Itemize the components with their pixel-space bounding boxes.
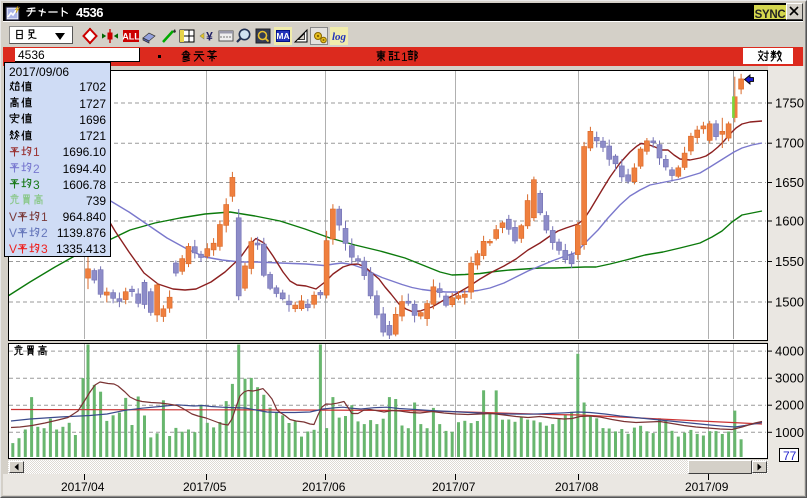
svg-text:1600: 1600 xyxy=(775,214,804,229)
svg-text:4000: 4000 xyxy=(775,344,804,359)
svg-text:1700: 1700 xyxy=(775,136,804,151)
svg-text:3000: 3000 xyxy=(775,371,804,386)
svg-text:log: log xyxy=(332,31,347,43)
svg-text:1550: 1550 xyxy=(775,254,804,269)
svg-text:1750: 1750 xyxy=(775,96,804,111)
svg-text:¥: ¥ xyxy=(206,30,213,44)
svg-text:ALL: ALL xyxy=(122,31,140,41)
svg-text:1000: 1000 xyxy=(775,425,804,440)
svg-text:MA: MA xyxy=(276,31,289,41)
svg-text:1650: 1650 xyxy=(775,175,804,190)
svg-text:1500: 1500 xyxy=(775,295,804,310)
svg-text:2000: 2000 xyxy=(775,398,804,413)
